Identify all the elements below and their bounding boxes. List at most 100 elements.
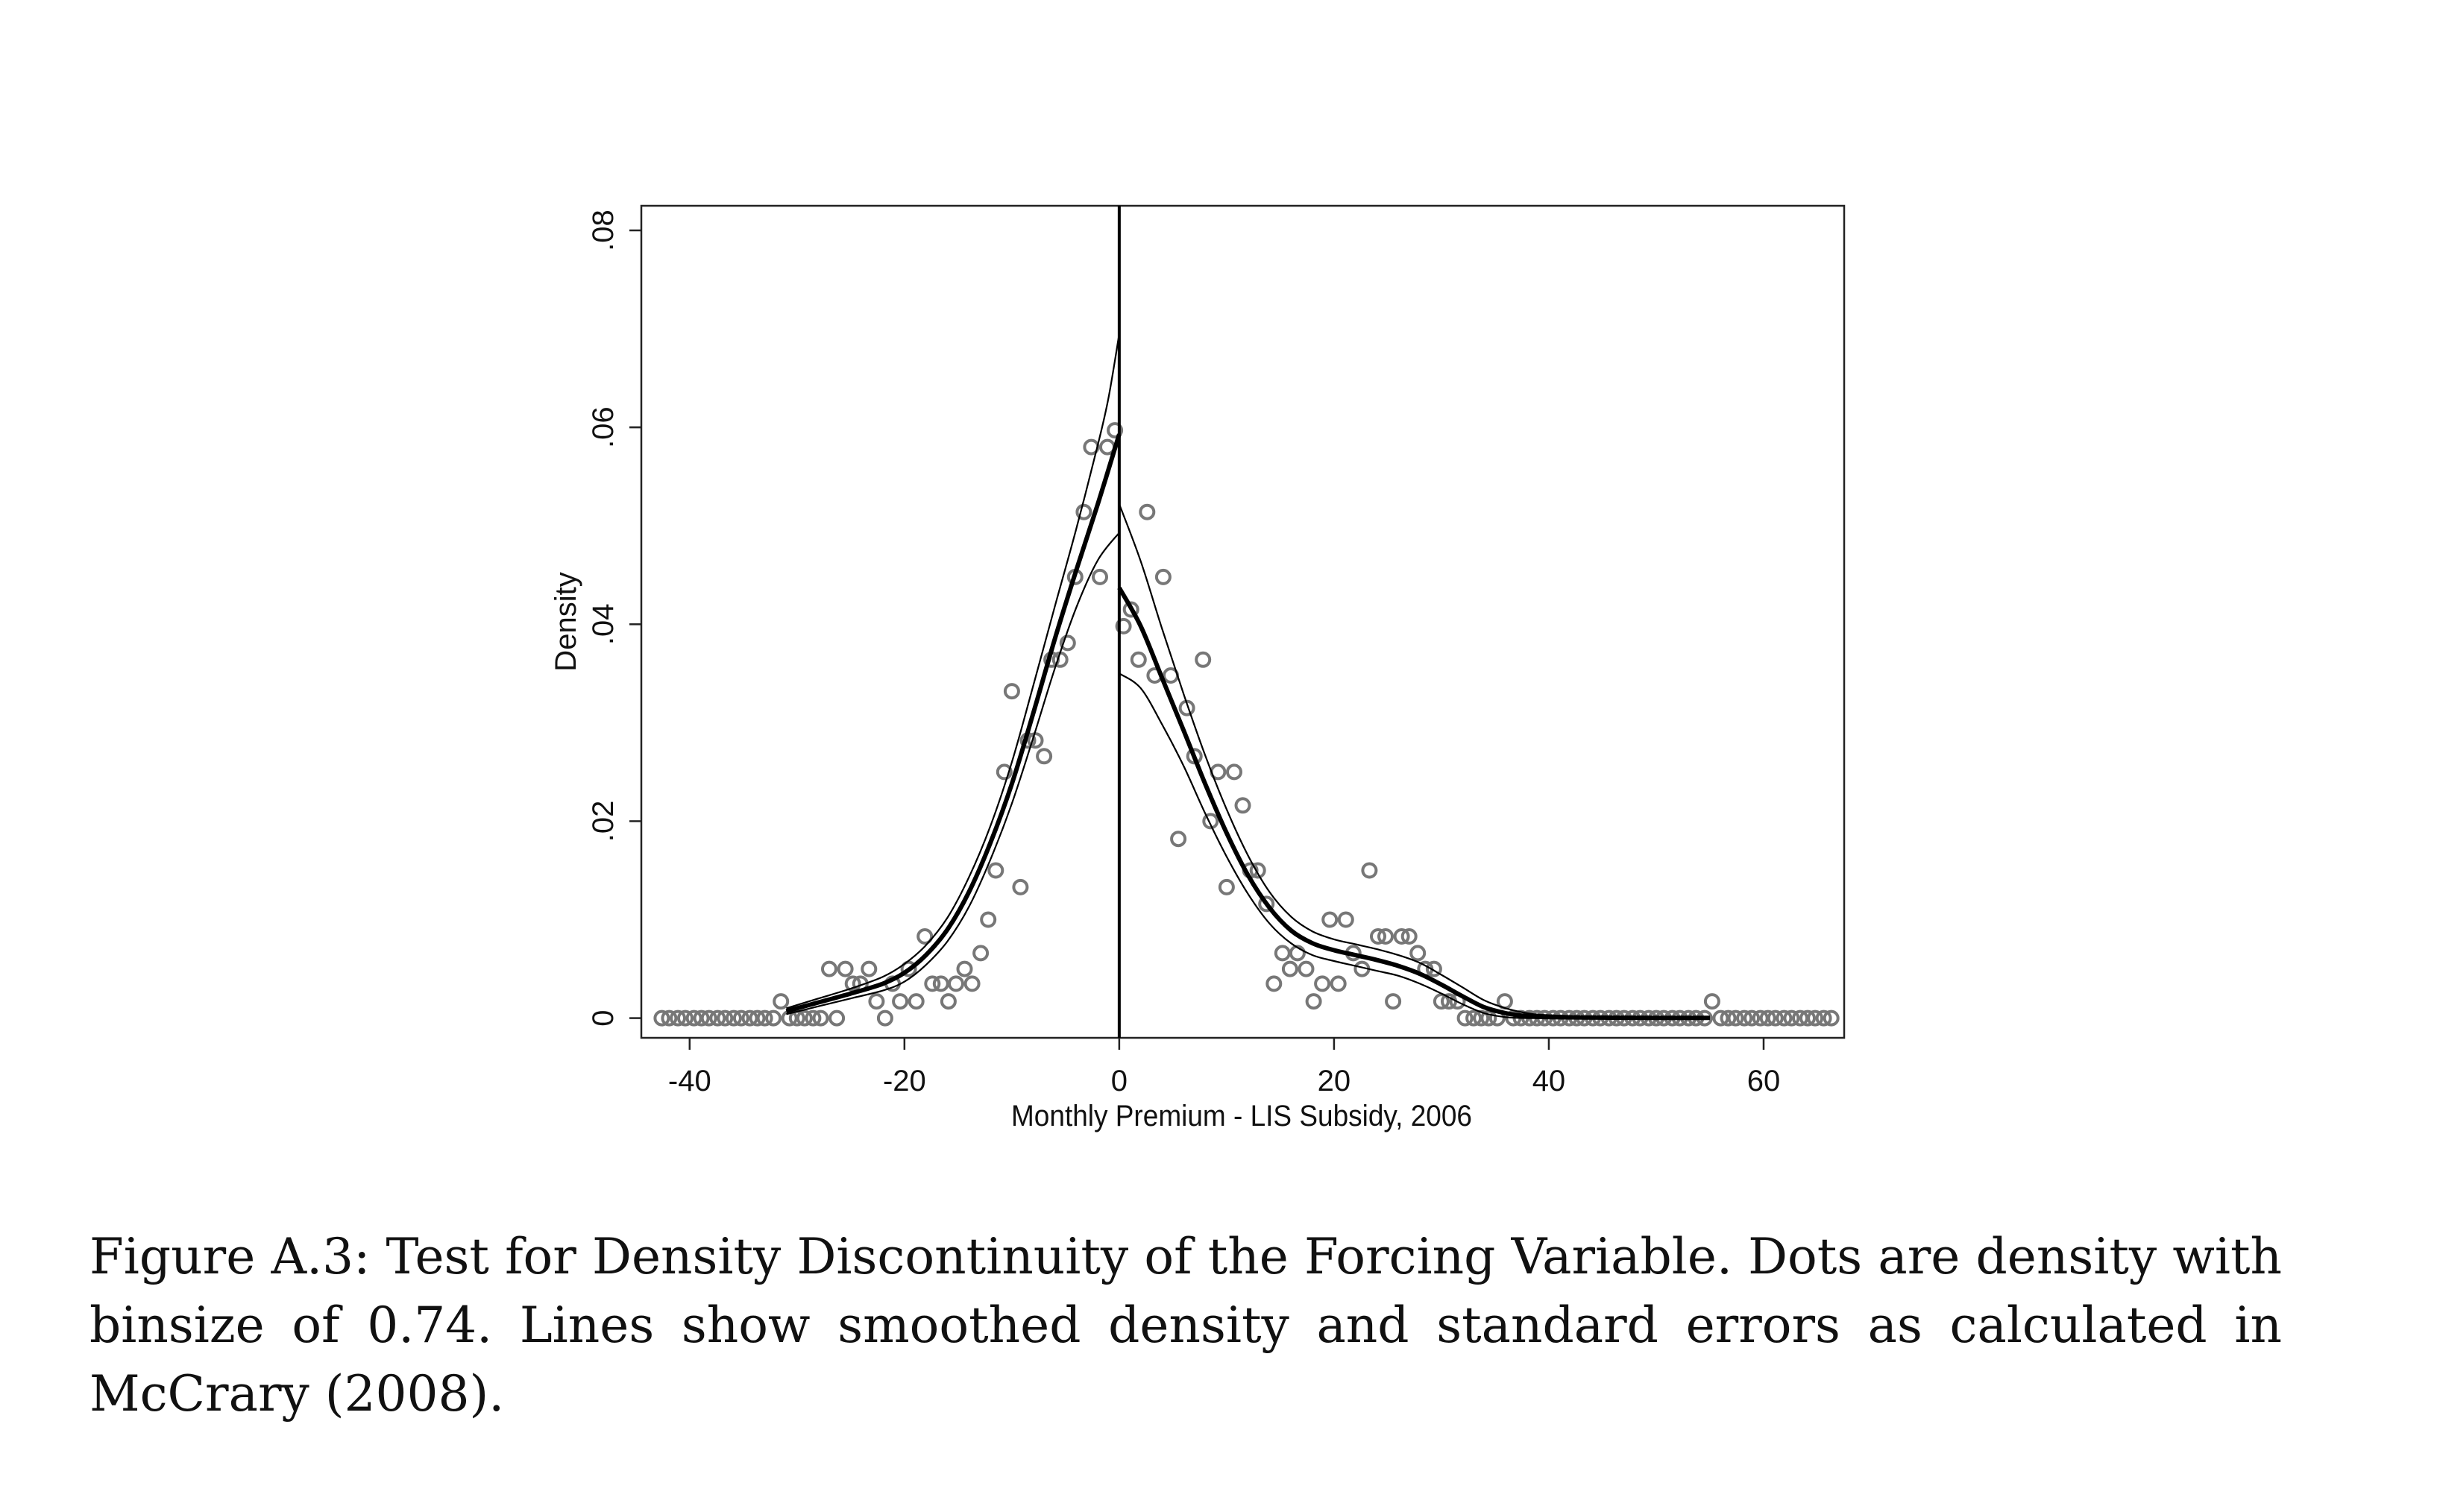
density-dot	[1792, 1009, 1808, 1027]
density-dot	[876, 1009, 893, 1027]
density-dot	[1743, 1009, 1761, 1027]
density-dot	[908, 993, 925, 1010]
right-lower-line	[1119, 672, 1711, 1019]
density-dot	[1712, 1009, 1729, 1027]
y-tick-label: .06	[587, 406, 620, 448]
density-dot	[677, 1009, 694, 1027]
density-dot	[924, 975, 941, 992]
density-dot	[987, 862, 1004, 879]
density-dot	[653, 1009, 670, 1027]
density-dot	[1400, 928, 1418, 945]
density-dot	[1330, 975, 1347, 992]
x-tick-label: 20	[1318, 1065, 1351, 1097]
density-dot	[963, 975, 981, 992]
density-dot	[1170, 831, 1187, 848]
density-dot	[749, 1009, 766, 1027]
x-tick-label: -40	[668, 1065, 711, 1097]
density-dot	[1107, 422, 1124, 439]
density-dot	[1298, 960, 1315, 977]
density-dot	[1130, 651, 1147, 668]
density-dot	[1218, 878, 1235, 895]
density-dot	[1115, 617, 1132, 634]
density-dot	[1092, 568, 1108, 585]
density-dot	[1337, 911, 1354, 928]
density-dot	[741, 1009, 758, 1027]
density-dot	[821, 960, 837, 977]
density-dot	[1195, 651, 1212, 668]
density-dot	[1377, 928, 1394, 945]
density-dot	[732, 1009, 749, 1027]
x-tick-label: -20	[883, 1065, 926, 1097]
density-dot	[1281, 960, 1298, 977]
x-tick-label: 60	[1747, 1065, 1781, 1097]
density-dot	[1393, 928, 1410, 945]
left-upper-line	[786, 333, 1120, 1009]
y-tick-label: .08	[587, 210, 620, 251]
density-dot	[661, 1009, 678, 1027]
right-estimate-line	[1117, 586, 1711, 1021]
density-dot	[1776, 1009, 1793, 1027]
y-tick-label: .04	[587, 603, 620, 645]
density-dot	[844, 975, 861, 992]
x-tick-label: 0	[1111, 1065, 1128, 1097]
density-dot	[956, 960, 973, 977]
density-dot	[1823, 1009, 1840, 1027]
density-dot	[1059, 634, 1076, 652]
density-dot	[1274, 945, 1291, 962]
density-dot	[1815, 1009, 1832, 1027]
y-axis-label: Density	[550, 572, 582, 671]
density-dot	[828, 1009, 846, 1027]
density-dot	[1783, 1009, 1800, 1027]
density-dot	[1385, 993, 1402, 1010]
density-dot	[1425, 960, 1442, 977]
density-dot	[1249, 862, 1266, 879]
density-dot	[1727, 1009, 1744, 1027]
density-dot	[1234, 797, 1251, 814]
density-dot	[932, 975, 949, 992]
density-dot	[916, 928, 934, 945]
density-dot	[1433, 993, 1450, 1010]
density-dot	[1226, 763, 1242, 781]
density-dot	[685, 1009, 702, 1027]
density-dot	[1036, 748, 1053, 765]
density-dot	[1799, 1009, 1816, 1027]
y-tick-label: 0	[587, 1009, 620, 1026]
density-dot	[1003, 683, 1020, 700]
x-tick-label: 40	[1532, 1065, 1566, 1097]
y-axis: 0 .02 .04 .06 .08	[587, 210, 641, 1027]
density-dot	[1314, 975, 1331, 992]
density-dot	[1720, 1009, 1737, 1027]
left-lower-line	[786, 532, 1120, 1015]
density-dot	[812, 1009, 829, 1027]
density-dot	[796, 1009, 813, 1027]
density-dot	[670, 1009, 686, 1027]
density-dot	[756, 1009, 773, 1027]
density-dot	[1370, 928, 1386, 945]
density-dot	[1012, 878, 1029, 895]
density-dot	[1258, 895, 1275, 913]
density-dot	[1122, 601, 1139, 618]
x-axis-label: Monthly Premium - LIS Subsidy, 2006	[1011, 1100, 1472, 1133]
density-dot	[693, 1009, 710, 1027]
density-dot	[900, 960, 917, 977]
density-dot	[1465, 1009, 1482, 1027]
density-dot	[1154, 568, 1172, 585]
density-dot	[1361, 862, 1378, 879]
density-dot	[805, 1009, 822, 1027]
density-dot	[1767, 1009, 1784, 1027]
density-dot	[980, 911, 997, 928]
density-dot	[972, 945, 990, 962]
density-dot	[1139, 503, 1156, 520]
density-dot	[765, 1009, 782, 1027]
x-axis: -40 -20 0 20 40 60	[668, 1038, 1780, 1097]
density-dot	[1807, 1009, 1824, 1027]
y-tick-label: .02	[587, 801, 620, 842]
density-dot	[709, 1009, 726, 1027]
density-dot	[1305, 993, 1322, 1010]
density-dot	[837, 960, 854, 977]
density-dot	[1703, 993, 1720, 1010]
density-dot	[1202, 813, 1219, 830]
density-dot	[1409, 945, 1427, 962]
density-dot	[1289, 945, 1306, 962]
density-dot	[700, 1009, 717, 1027]
